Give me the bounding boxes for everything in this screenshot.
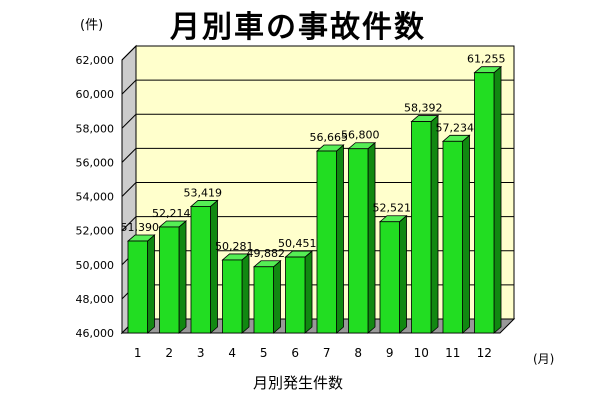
x-tick-label: 4 bbox=[228, 346, 236, 360]
bar bbox=[190, 206, 211, 334]
y-tick-label: 52,000 bbox=[76, 225, 115, 238]
bar-side bbox=[462, 134, 470, 334]
bar bbox=[474, 72, 495, 334]
bar-side bbox=[430, 114, 439, 334]
y-tick-label: 50,000 bbox=[76, 259, 115, 272]
y-tick-label: 56,000 bbox=[76, 156, 115, 169]
bar bbox=[379, 221, 400, 334]
bar bbox=[222, 259, 243, 334]
data-label: 50,451 bbox=[278, 237, 317, 250]
gridline bbox=[121, 45, 514, 61]
y-tick-label: 54,000 bbox=[76, 191, 115, 204]
bar-side bbox=[367, 141, 376, 334]
bar-side bbox=[273, 259, 281, 334]
x-tick-label: 3 bbox=[197, 346, 205, 360]
bar bbox=[285, 256, 306, 334]
x-tick-label: 12 bbox=[477, 346, 492, 360]
data-label: 49,882 bbox=[247, 247, 286, 260]
data-label: 56,665 bbox=[310, 131, 349, 144]
x-tick-label: 8 bbox=[354, 346, 362, 360]
bar-side bbox=[493, 65, 502, 334]
bar-side bbox=[178, 220, 187, 334]
x-tick-label: 6 bbox=[291, 346, 299, 360]
gridline bbox=[121, 113, 514, 129]
bar bbox=[159, 226, 180, 334]
bar bbox=[442, 140, 463, 334]
data-label: 52,214 bbox=[152, 207, 191, 220]
gridline bbox=[121, 182, 514, 197]
bar-side bbox=[399, 214, 407, 334]
data-label: 52,521 bbox=[373, 202, 412, 215]
x-axis-unit: (月) bbox=[533, 352, 555, 366]
bar-side bbox=[147, 234, 155, 334]
data-label: 57,234 bbox=[436, 121, 475, 134]
bar-side bbox=[304, 250, 313, 334]
x-tick-label: 10 bbox=[414, 346, 429, 360]
y-tick-label: 62,000 bbox=[76, 54, 115, 67]
x-tick-label: 5 bbox=[260, 346, 268, 360]
data-label: 51,390 bbox=[121, 221, 160, 234]
bar bbox=[348, 148, 369, 334]
bar bbox=[253, 266, 274, 334]
x-tick-label: 7 bbox=[323, 346, 331, 360]
data-label: 56,800 bbox=[341, 129, 380, 142]
y-tick-label: 46,000 bbox=[76, 327, 115, 340]
data-label: 61,255 bbox=[467, 53, 506, 66]
data-label: 53,419 bbox=[184, 186, 223, 199]
data-label: 50,281 bbox=[215, 240, 254, 253]
x-axis-title: 月別発生件数 bbox=[252, 374, 343, 392]
x-tick-label: 1 bbox=[134, 346, 142, 360]
bar bbox=[316, 150, 337, 334]
bar-side bbox=[210, 199, 218, 334]
data-label: 58,392 bbox=[404, 102, 443, 115]
y-axis-unit: (件) bbox=[80, 18, 104, 33]
bar-side bbox=[336, 144, 344, 334]
y-tick-label: 60,000 bbox=[76, 88, 115, 101]
chart-title: 月別車の事故件数 bbox=[170, 10, 426, 45]
x-tick-label: 9 bbox=[386, 346, 394, 360]
gridline bbox=[121, 79, 514, 95]
y-tick-label: 48,000 bbox=[76, 293, 115, 306]
y-tick-label: 58,000 bbox=[76, 122, 115, 135]
gridline bbox=[121, 147, 514, 163]
bar bbox=[127, 240, 148, 334]
bar-side bbox=[241, 253, 250, 334]
bar bbox=[411, 121, 432, 334]
x-tick-label: 2 bbox=[165, 346, 173, 360]
x-tick-label: 11 bbox=[445, 346, 460, 360]
